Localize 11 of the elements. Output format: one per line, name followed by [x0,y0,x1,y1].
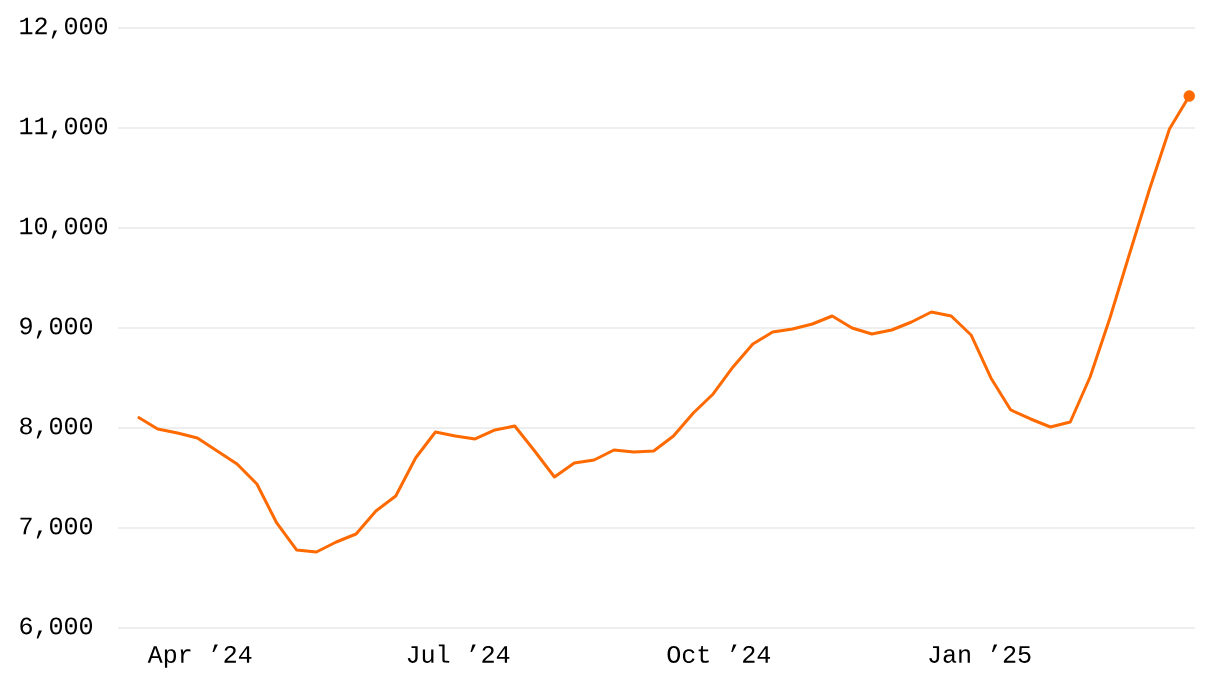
y-tick-label: 10,000 [20,217,108,239]
x-tick-label: Jan ’25 [929,644,1031,663]
y-tick-label: 7,000 [20,517,93,539]
y-tick-label: 8,000 [20,417,93,439]
x-tick-label: Jul ’24 [407,644,510,663]
y-tick-label: 6,000 [20,617,93,639]
y-tick-label: 9,000 [20,317,93,339]
y-tick-label: 12,000 [20,17,108,39]
x-tick-label: Oct ’24 [667,644,771,663]
y-tick-label: 11,000 [20,117,108,139]
x-tick-label: Apr ’24 [147,644,252,668]
